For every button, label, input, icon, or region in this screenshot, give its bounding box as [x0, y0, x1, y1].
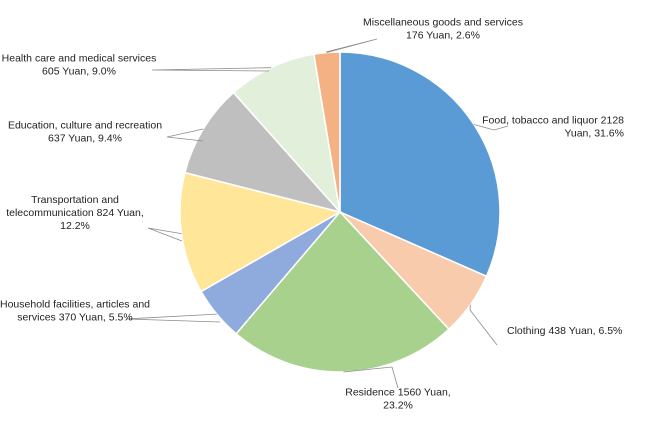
slice-label: Miscellaneous goods and services 176 Yuan…: [363, 17, 523, 42]
slice-label-line: Health care and medical services: [2, 53, 157, 65]
slice-label: Education, culture and recreation 637 Yua…: [8, 120, 162, 145]
slice-label: Clothing 438 Yuan, 6.5%: [507, 325, 622, 337]
slice-label-line: Yuan, 31.6%: [564, 128, 624, 140]
leader-line: [166, 128, 204, 142]
slice-label-line: Clothing 438 Yuan, 6.5%: [507, 325, 622, 337]
pie-slice: [339, 51, 501, 278]
pie-slices: [179, 51, 501, 373]
leader-line: [325, 38, 378, 53]
slice-label-line: Food, tobacco and liquor 2128: [482, 115, 624, 127]
pie-slice: [312, 51, 341, 213]
leader-line: [469, 304, 498, 346]
slice-label: Residence 1560 Yuan, 23.2%: [345, 387, 450, 412]
leader-line: [151, 67, 272, 72]
leader-line: [125, 313, 221, 323]
slice-label: Food, tobacco and liquor 2128 Yuan, 31.6%: [482, 115, 624, 140]
slice-label: Transportation and telecommunication 824 …: [6, 194, 144, 232]
slice-label-line: services 370 Yuan, 5.5%: [17, 312, 132, 324]
slice-label-line: 637 Yuan, 9.4%: [48, 133, 122, 145]
slice-label-line: Household facilities, articles and: [0, 299, 150, 311]
slice-label-line: 176 Yuan, 2.6%: [406, 30, 480, 42]
pie-slice: [184, 91, 343, 214]
slice-label-line: Residence 1560 Yuan,: [345, 387, 450, 399]
slice-label: Household facilities, articles and servic…: [0, 299, 150, 324]
slice-label-line: telecommunication 824 Yuan,: [6, 207, 144, 219]
slice-label: Health care and medical services 605 Yuan…: [2, 53, 157, 78]
leader-line: [343, 366, 399, 389]
slice-label-line: 12.2%: [60, 220, 90, 232]
leader-line: [473, 124, 509, 131]
leader-lines: [125, 38, 509, 389]
slice-label-line: Miscellaneous goods and services: [363, 17, 523, 29]
slice-label-line: Transportation and: [31, 194, 119, 206]
slice-labels: Food, tobacco and liquor 2128 Yuan, 31.6%…: [0, 17, 624, 412]
slice-label-line: 605 Yuan, 9.0%: [42, 66, 116, 78]
slice-label-line: 23.2%: [383, 400, 413, 412]
leader-line: [147, 227, 183, 242]
slice-label-line: Education, culture and recreation: [8, 120, 162, 132]
